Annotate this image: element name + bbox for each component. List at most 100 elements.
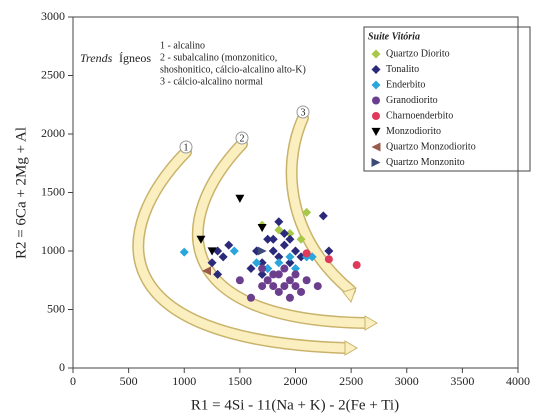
point bbox=[257, 224, 267, 233]
curve-label: 1 bbox=[184, 142, 189, 153]
point bbox=[285, 293, 294, 302]
point bbox=[213, 269, 223, 279]
point bbox=[280, 282, 289, 291]
y-tick-label: 2500 bbox=[41, 67, 65, 81]
point bbox=[352, 261, 361, 270]
curve-label: 3 bbox=[301, 107, 306, 118]
x-tick-label: 0 bbox=[70, 374, 76, 388]
point bbox=[179, 247, 189, 257]
trend-arrows bbox=[132, 112, 378, 356]
point bbox=[269, 282, 278, 291]
point bbox=[207, 258, 217, 268]
annotation: 2 - subalcalino (monzonitico, bbox=[160, 52, 277, 63]
point bbox=[224, 240, 234, 250]
legend-label: Enderbito bbox=[386, 79, 425, 90]
point bbox=[285, 234, 295, 244]
point bbox=[285, 258, 295, 268]
x-axis-label: R1 = 4Si - 11(Na + K) - 2(Fe + Ti) bbox=[191, 397, 399, 413]
point bbox=[371, 80, 381, 90]
curve-label-circle bbox=[179, 140, 193, 154]
point bbox=[371, 49, 381, 59]
point bbox=[274, 252, 284, 262]
point bbox=[274, 225, 284, 235]
point bbox=[291, 282, 300, 291]
x-tick-label: 3500 bbox=[450, 374, 474, 388]
y-axis-label: R2 = 6Ca + 2Mg + Al bbox=[13, 127, 29, 259]
point bbox=[324, 246, 334, 256]
x-tick-label: 1500 bbox=[228, 374, 252, 388]
x-tick-label: 1000 bbox=[172, 374, 196, 388]
x-tick-label: 4000 bbox=[506, 374, 530, 388]
point bbox=[372, 96, 380, 105]
point bbox=[285, 276, 294, 285]
point bbox=[296, 234, 306, 244]
point bbox=[279, 240, 289, 250]
point bbox=[258, 264, 267, 273]
annotation: Trends bbox=[80, 51, 113, 65]
point bbox=[274, 258, 284, 268]
y-tick-label: 0 bbox=[59, 360, 65, 374]
point bbox=[302, 207, 312, 217]
x-tick-label: 2000 bbox=[284, 374, 308, 388]
point bbox=[258, 282, 267, 291]
point bbox=[235, 276, 244, 285]
point bbox=[313, 282, 322, 291]
annotation: 1 - alcalino bbox=[160, 40, 205, 51]
point bbox=[291, 246, 300, 256]
point bbox=[246, 264, 256, 274]
point bbox=[371, 158, 381, 167]
legend-box bbox=[363, 26, 531, 172]
legend-label: Tonalito bbox=[386, 64, 419, 75]
point bbox=[263, 264, 273, 274]
point bbox=[207, 247, 217, 256]
point bbox=[263, 234, 273, 244]
point bbox=[291, 264, 300, 274]
curve-label: 2 bbox=[240, 133, 245, 144]
point bbox=[291, 270, 300, 279]
y-tick-label: 1000 bbox=[41, 243, 65, 257]
curve-label-circle bbox=[235, 131, 249, 145]
annotation: 3 - cálcio-alcalino normal bbox=[160, 76, 263, 87]
point bbox=[202, 266, 211, 276]
point bbox=[279, 228, 289, 238]
point bbox=[297, 287, 306, 296]
legend-label: Charnoenderbito bbox=[386, 110, 453, 121]
point bbox=[371, 142, 381, 152]
point bbox=[257, 269, 267, 279]
x-tick-label: 500 bbox=[120, 374, 138, 388]
point bbox=[372, 112, 380, 120]
point bbox=[257, 246, 267, 256]
point bbox=[285, 228, 295, 238]
point bbox=[268, 234, 278, 244]
legend-label: Quartzo Monzodiorito bbox=[386, 141, 476, 152]
point bbox=[229, 246, 239, 256]
y-tick-label: 500 bbox=[47, 301, 65, 315]
x-tick-label: 3000 bbox=[395, 374, 419, 388]
legend-label: Monzodiorito bbox=[386, 126, 441, 137]
legend-label: Granodiorito bbox=[386, 95, 438, 106]
point bbox=[302, 249, 311, 258]
point bbox=[252, 258, 262, 268]
y-tick-label: 1500 bbox=[41, 184, 65, 198]
point bbox=[274, 287, 283, 296]
point bbox=[196, 235, 206, 244]
point bbox=[371, 65, 381, 74]
legend-title: Suite Vitória bbox=[368, 31, 420, 42]
y-tick-label: 3000 bbox=[41, 9, 65, 23]
annotation: shoshonitico, cálcio-alcalino alto-K) bbox=[160, 64, 306, 75]
point bbox=[371, 127, 381, 136]
point bbox=[235, 194, 245, 203]
point bbox=[263, 276, 272, 285]
curve-label-circle bbox=[296, 105, 310, 119]
point bbox=[285, 252, 295, 262]
point bbox=[302, 276, 311, 285]
y-tick-label: 2000 bbox=[41, 126, 65, 140]
point bbox=[280, 264, 289, 273]
point bbox=[257, 258, 267, 268]
point bbox=[274, 217, 284, 227]
point bbox=[324, 255, 333, 264]
point bbox=[268, 246, 278, 256]
legend-label: Quartzo Monzonito bbox=[386, 157, 465, 168]
x-tick-label: 2500 bbox=[339, 374, 363, 388]
point bbox=[318, 211, 328, 221]
